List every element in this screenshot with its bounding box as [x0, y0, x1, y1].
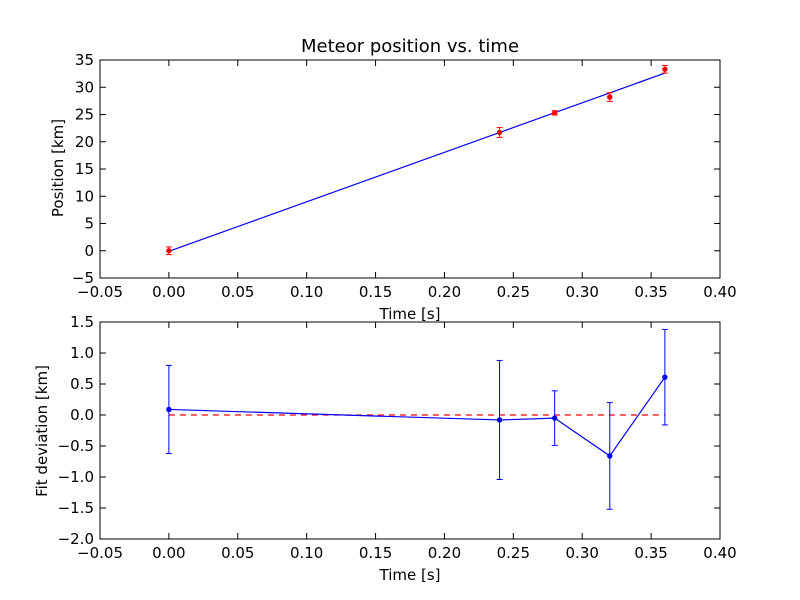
x-tick-label: 0.10 — [290, 544, 323, 562]
x-tick-label: 0.40 — [703, 544, 736, 562]
data-point — [662, 66, 668, 72]
y-tick-label: 5 — [84, 215, 94, 233]
x-tick-label: 0.35 — [634, 544, 667, 562]
x-axis-label: Time [s] — [379, 566, 441, 584]
plot-frame — [99, 321, 721, 540]
fit-line — [168, 72, 666, 252]
deviation-panel: Time [s] Fit deviation [km] −0.05 0.00 0.0… — [33, 313, 737, 584]
data-point — [607, 94, 613, 100]
data-point — [496, 129, 503, 136]
y-tick-label: 0.5 — [70, 375, 94, 393]
data-point — [166, 406, 172, 413]
y-tick-label: 35 — [75, 51, 94, 69]
x-tick-label: 0.25 — [497, 544, 530, 562]
y-tick-label: 20 — [75, 133, 94, 151]
y-tick-label: 1.0 — [70, 344, 94, 362]
x-axis-label: Time [s] — [379, 305, 441, 323]
data-point — [607, 453, 613, 459]
x-tick-label: 0.00 — [152, 544, 185, 562]
y-tick-label: 1.5 — [70, 313, 94, 331]
chart-title: Meteor position vs. time — [301, 36, 519, 57]
x-tick-label: 0.30 — [566, 283, 599, 301]
position-panel: Meteor position vs. time Time [s] Positi… — [49, 36, 737, 323]
x-tick-label: 0.15 — [359, 544, 392, 562]
data-point — [551, 110, 558, 116]
x-tick-label: 0.00 — [152, 283, 185, 301]
x-tick-label: 0.25 — [497, 283, 530, 301]
x-tick-label: 0.20 — [428, 544, 461, 562]
y-tick-label: 0.0 — [70, 406, 94, 424]
data-point — [551, 415, 558, 421]
y-tick-label: −5 — [72, 269, 94, 287]
y-tick-label: 15 — [75, 160, 94, 178]
x-tick-label: −0.05 — [77, 283, 123, 301]
y-tick-label: −2.0 — [58, 530, 94, 548]
x-tick-label: 0.40 — [703, 283, 736, 301]
y-axis-label: Position [km] — [49, 119, 67, 217]
y-axis-label: Fit deviation [km] — [33, 365, 51, 497]
deviation-line — [168, 376, 666, 457]
x-tick-label: 0.30 — [566, 544, 599, 562]
x-tick-label: 0.15 — [359, 283, 392, 301]
x-tick-label: −0.05 — [77, 544, 123, 562]
y-tick-label: 30 — [75, 78, 94, 96]
y-tick-label: 0 — [84, 242, 94, 260]
y-tick-label: 25 — [75, 106, 94, 124]
plot-frame — [99, 59, 721, 279]
y-tick-label: −0.5 — [58, 437, 94, 455]
data-point — [496, 417, 503, 423]
x-tick-label: 0.35 — [634, 283, 667, 301]
y-tick-label: −1.5 — [58, 499, 94, 517]
x-tick-label: 0.05 — [221, 544, 254, 562]
x-tick-label: 0.20 — [428, 283, 461, 301]
x-tick-label: 0.10 — [290, 283, 323, 301]
data-point — [166, 248, 172, 254]
y-tick-label: 10 — [75, 187, 94, 205]
y-tick-label: −1.0 — [58, 468, 94, 486]
data-point — [662, 374, 668, 380]
x-tick-label: 0.05 — [221, 283, 254, 301]
